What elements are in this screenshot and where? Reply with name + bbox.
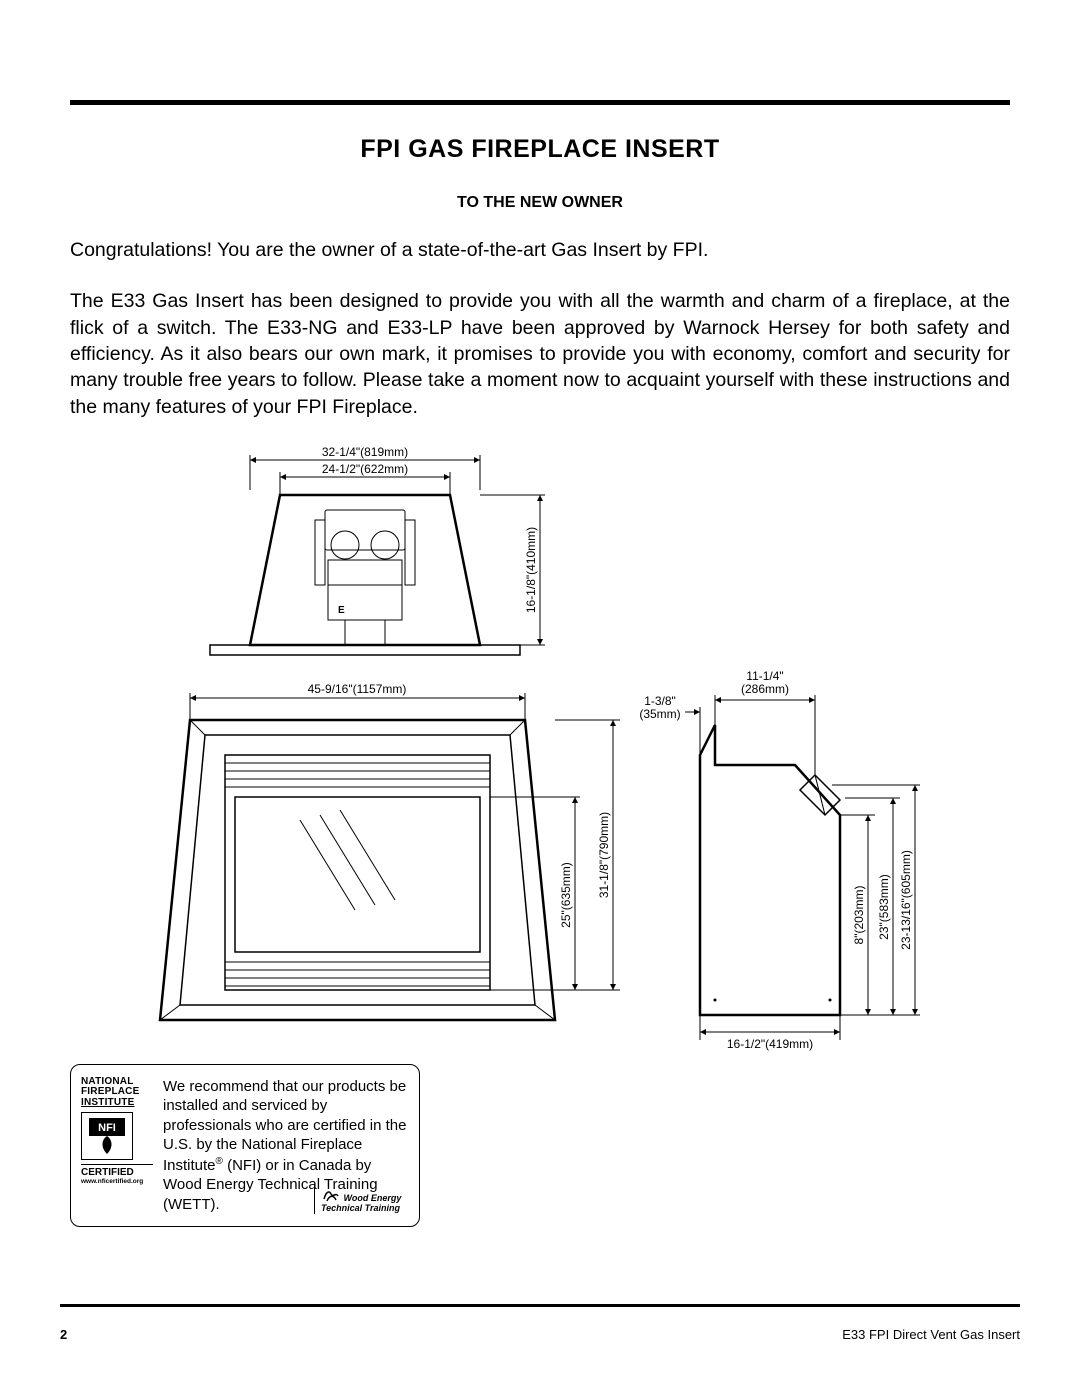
page-title: FPI GAS FIREPLACE INSERT [70, 135, 1010, 164]
wett-scribble-icon [321, 1184, 341, 1204]
nfi-flame-icon: NFI [81, 1112, 133, 1160]
badge-certified: CERTIFIED [81, 1164, 153, 1178]
footer: 2 E33 FPI Direct Vent Gas Insert [60, 1327, 1020, 1342]
dim-top-height: 16-1/8"(410mm) [524, 527, 538, 613]
wett-line2: Technical Training [321, 1203, 400, 1213]
page-subtitle: TO THE NEW OWNER [70, 194, 1010, 212]
nfi-badge: NATIONAL FIREPLACE INSTITUTE NFI CERTIFI… [81, 1077, 153, 1215]
body-paragraph: The E33 Gas Insert has been designed to … [70, 288, 1010, 420]
diagrams-area: 32-1/4"(819mm) 24-1/2"(622mm) E 16-1/8 [70, 445, 1010, 1045]
wett-logo: Wood Energy Technical Training [314, 1184, 409, 1214]
intro-paragraph: Congratulations! You are the owner of a … [70, 237, 1010, 263]
certification-box: NATIONAL FIREPLACE INSTITUTE NFI CERTIFI… [70, 1064, 420, 1228]
doc-title-footer: E33 FPI Direct Vent Gas Insert [842, 1327, 1020, 1342]
badge-line1: NATIONAL [81, 1076, 134, 1087]
dim-front-width: 45-9/16"(1157mm) [308, 682, 407, 696]
wett-line1: Wood Energy [344, 1193, 402, 1203]
dim-side-frontoff-mm: (35mm) [639, 707, 680, 721]
dim-side-depth: 16-1/2"(419mm) [727, 1037, 813, 1051]
page-number: 2 [60, 1327, 67, 1342]
cert-text: We recommend that our products be instal… [163, 1077, 409, 1215]
svg-text:E: E [338, 605, 345, 616]
dim-front-glass-h: 25"(635mm) [559, 862, 573, 928]
dim-side-h2: 23"(583mm) [877, 874, 891, 940]
dim-side-h3: 23-13/16"(605mm) [899, 850, 913, 950]
dim-top-inner: 24-1/2"(622mm) [322, 462, 408, 476]
svg-text:NFI: NFI [98, 1122, 116, 1134]
side-view-diagram: 11-1/4" (286mm) 1-3/8" (35mm) 16-1/2"(41 [600, 670, 920, 1060]
top-rule [70, 100, 1010, 105]
dim-side-h1: 8"(203mm) [852, 885, 866, 944]
page-container: FPI GAS FIREPLACE INSERT TO THE NEW OWNE… [0, 0, 1080, 1397]
badge-url: www.nficertified.org [81, 1178, 153, 1185]
dim-side-topdepth-mm: (286mm) [741, 682, 789, 696]
front-view-diagram: 45-9/16"(1157mm) [125, 680, 625, 1040]
dim-top-outer: 32-1/4"(819mm) [322, 445, 408, 459]
badge-line3: INSTITUTE [81, 1097, 134, 1108]
bottom-rule [60, 1304, 1020, 1307]
top-view-diagram: 32-1/4"(819mm) 24-1/2"(622mm) E 16-1/8 [150, 445, 580, 675]
dim-side-frontoff: 1-3/8" [644, 694, 676, 708]
badge-line2: FIREPLACE [81, 1086, 139, 1097]
